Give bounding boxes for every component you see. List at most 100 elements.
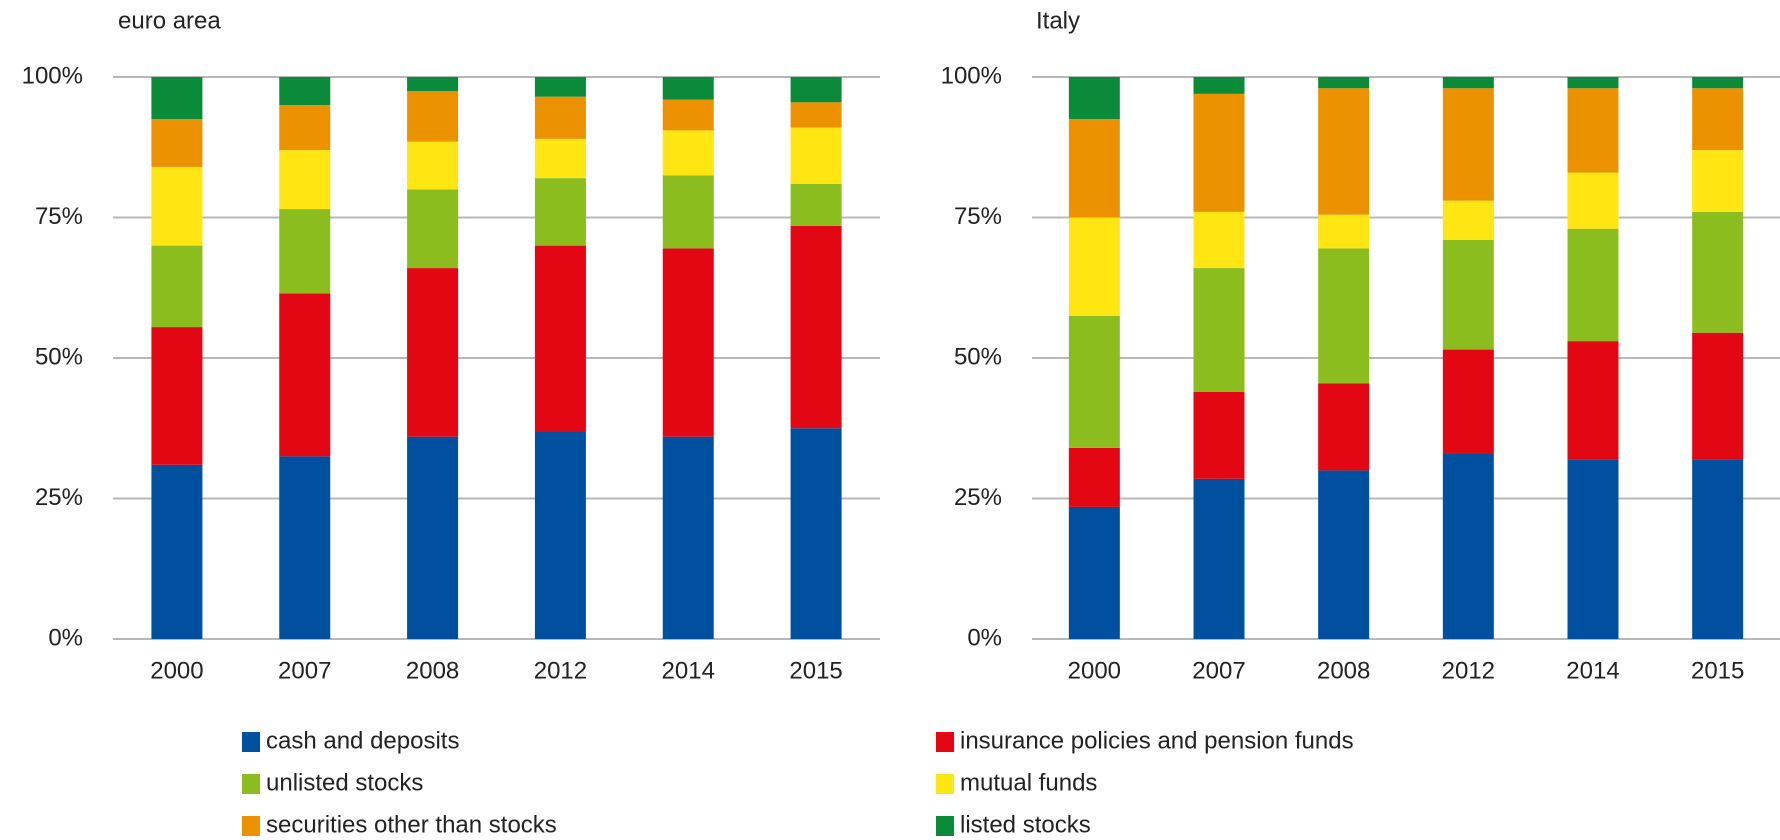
bar-segment <box>1068 447 1120 507</box>
bar-segment <box>1442 349 1494 454</box>
bar-segment <box>1318 77 1370 89</box>
bar-segment <box>279 77 331 106</box>
x-tick-label: 2015 <box>1691 657 1744 684</box>
bar-segment <box>1318 214 1370 249</box>
bar-segment <box>534 77 586 97</box>
legend-label: mutual funds <box>960 769 1097 796</box>
bar-segment <box>790 183 842 226</box>
legend-swatch <box>936 774 954 794</box>
bar-segment <box>1068 506 1120 639</box>
x-tick-label: 2000 <box>150 657 203 684</box>
bar-segment <box>534 138 586 179</box>
x-tick-label: 2000 <box>1068 657 1121 684</box>
bar-segment <box>1567 88 1619 173</box>
bar-segment <box>534 431 586 639</box>
x-tick-label: 2007 <box>1192 657 1245 684</box>
bar-segment <box>662 248 714 437</box>
bar-segment <box>1318 88 1370 215</box>
bar-segment <box>1068 315 1120 448</box>
bar-segment <box>1193 93 1245 212</box>
bar-segment <box>1692 88 1744 151</box>
bar-segment <box>151 119 203 167</box>
bar-segment <box>1692 459 1744 639</box>
bar-segment <box>534 178 586 246</box>
chart-title: euro area <box>118 7 221 34</box>
legend-swatch <box>242 816 260 836</box>
bar-segment <box>279 105 331 151</box>
bar-segment <box>662 175 714 249</box>
y-tick-label: 100% <box>941 62 1002 89</box>
bar-segment <box>407 141 459 190</box>
legend-swatch <box>936 816 954 836</box>
bar-segment <box>1442 77 1494 89</box>
bar-segment <box>1318 248 1370 384</box>
y-tick-label: 75% <box>954 203 1002 230</box>
legend-label: cash and deposits <box>266 727 459 754</box>
legend-swatch <box>242 732 260 752</box>
bar-segment <box>1442 239 1494 350</box>
bar-segment <box>790 77 842 103</box>
bar-segment <box>1318 383 1370 471</box>
bar-segment <box>151 464 203 639</box>
bar-segment <box>1193 268 1245 392</box>
bar-segment <box>1068 77 1120 120</box>
bar-segment <box>1442 200 1494 240</box>
bar-segment <box>279 293 331 457</box>
legend-swatch <box>936 732 954 752</box>
bar-segment <box>151 245 203 328</box>
x-tick-label: 2012 <box>1442 657 1495 684</box>
bar-segment <box>151 327 203 465</box>
bar-segment <box>662 99 714 131</box>
bar-segment <box>1567 77 1619 89</box>
bar-segment <box>534 96 586 139</box>
legend-label: insurance policies and pension funds <box>960 727 1354 754</box>
bar-segment <box>1692 150 1744 212</box>
bar-segment <box>1193 391 1245 479</box>
bar-segment <box>1567 228 1619 342</box>
bar-segment <box>1692 332 1744 460</box>
bar-segment <box>1567 172 1619 229</box>
bar-segment <box>1692 211 1744 333</box>
bar-segment <box>662 130 714 176</box>
bar-segment <box>279 456 331 639</box>
bar-segment <box>1068 119 1120 218</box>
x-tick-label: 2008 <box>1317 657 1370 684</box>
bar-segment <box>790 225 842 429</box>
bar-segment <box>407 77 459 92</box>
x-tick-label: 2012 <box>534 657 587 684</box>
bar-segment <box>1193 211 1245 269</box>
bar-segment <box>662 436 714 639</box>
x-tick-label: 2014 <box>1566 657 1619 684</box>
bar-segment <box>151 77 203 120</box>
legend-label: securities other than stocks <box>266 811 557 838</box>
x-tick-label: 2007 <box>278 657 331 684</box>
bar-segment <box>1567 341 1619 460</box>
bar-segment <box>279 150 331 210</box>
y-tick-label: 25% <box>954 484 1002 511</box>
y-tick-label: 75% <box>35 203 83 230</box>
bar-segment <box>790 127 842 184</box>
bar-segment <box>1567 459 1619 639</box>
bar-segment <box>151 166 203 246</box>
bar-segment <box>279 209 331 294</box>
bar-segment <box>407 189 459 269</box>
y-tick-label: 0% <box>48 624 83 651</box>
bar-segment <box>407 436 459 639</box>
bar-segment <box>1068 217 1120 316</box>
legend-label: listed stocks <box>960 811 1091 838</box>
bar-segment <box>1442 88 1494 201</box>
bar-segment <box>1442 453 1494 639</box>
x-tick-label: 2015 <box>789 657 842 684</box>
bar-segment <box>1692 77 1744 89</box>
bar-segment <box>662 77 714 100</box>
y-tick-label: 50% <box>35 343 83 370</box>
chart-title: Italy <box>1036 7 1080 34</box>
bar-segment <box>534 245 586 432</box>
bar-segment <box>407 268 459 437</box>
legend-label: unlisted stocks <box>266 769 423 796</box>
bar-segment <box>790 428 842 639</box>
y-tick-label: 0% <box>967 624 1002 651</box>
bar-segment <box>1193 77 1245 94</box>
bar-segment <box>1318 470 1370 639</box>
